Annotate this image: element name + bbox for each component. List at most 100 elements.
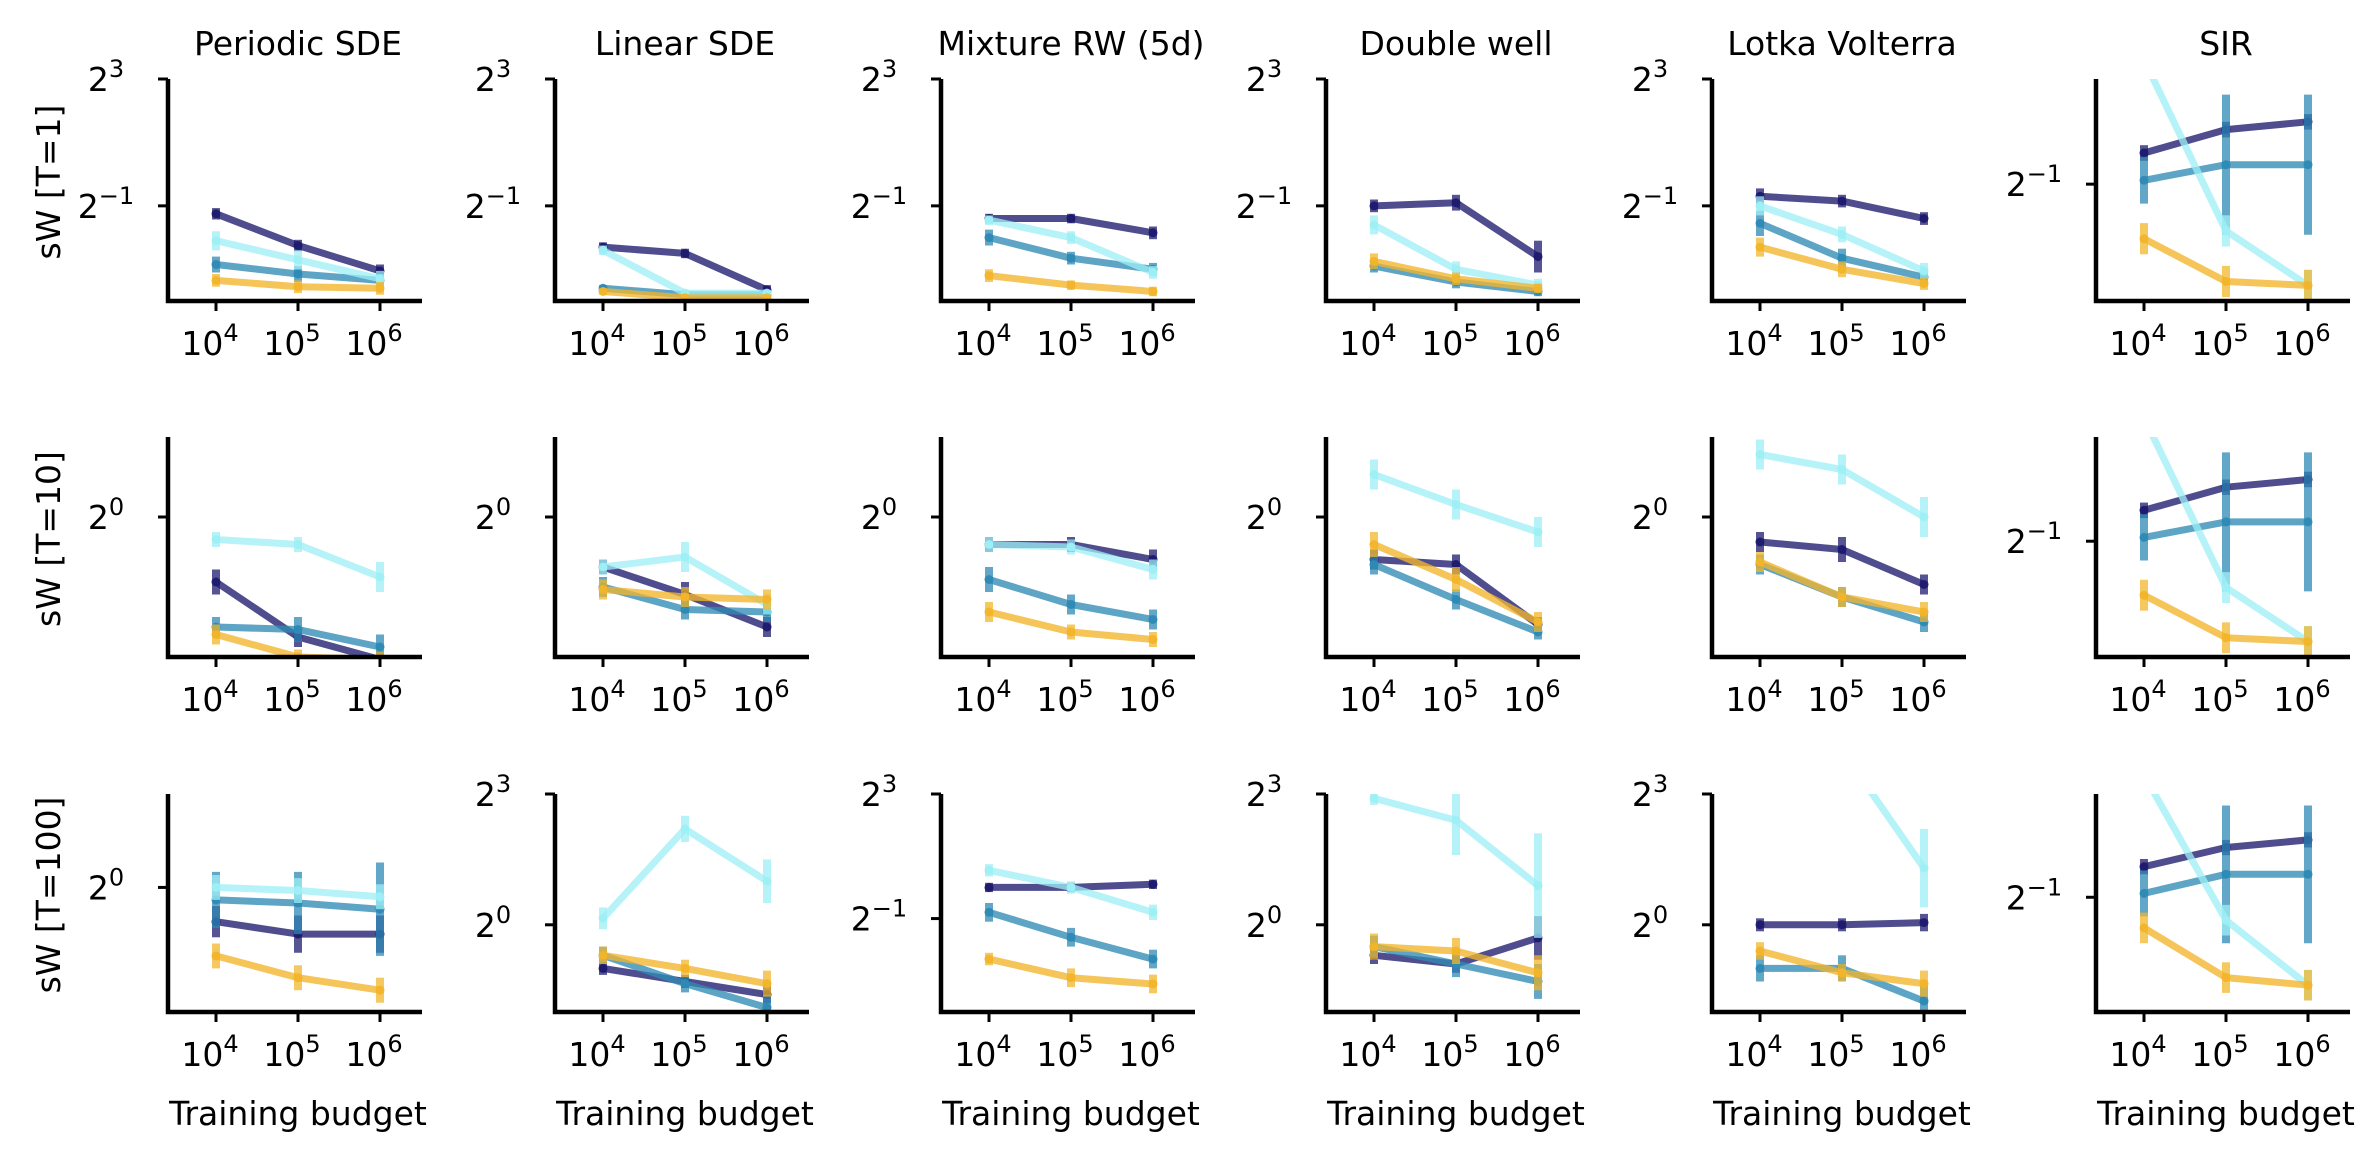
axes-spine — [552, 437, 809, 660]
row-label: sW [T=100] — [29, 797, 68, 994]
data-point — [598, 585, 608, 594]
series-group — [211, 862, 385, 1003]
panel-title: Double well — [1359, 24, 1552, 63]
panel-r2-c3: 104 105 106 23 20 Training budget — [1246, 770, 1585, 1133]
data-point — [2140, 55, 2149, 64]
data-point — [1369, 201, 1379, 211]
data-point — [1919, 863, 1929, 873]
y-tick-label: 20 — [1632, 493, 1668, 537]
axes-spine — [938, 794, 1195, 1015]
y-tick-label: 20 — [1246, 493, 1282, 537]
data-point — [293, 625, 303, 634]
data-point — [1066, 973, 1076, 983]
series-group — [2139, 55, 2313, 301]
data-point — [1837, 920, 1847, 930]
axes-spine — [1709, 437, 1966, 660]
data-point — [1755, 201, 1765, 211]
x-tick-label: 106 — [1889, 319, 1946, 363]
data-point — [211, 630, 221, 639]
data-point — [2303, 517, 2313, 527]
data-point — [1066, 932, 1076, 942]
y-tick-label: 2−1 — [78, 182, 134, 226]
data-point — [211, 577, 221, 587]
data-point — [1148, 268, 1158, 277]
axes-spine — [1323, 794, 1580, 1015]
data-point — [1837, 253, 1847, 263]
axes-spine — [1709, 794, 1966, 1015]
panel-r0-c1: Linear SDE 104 105 106 23 2−1 — [465, 24, 809, 363]
series-group — [1755, 188, 1929, 290]
data-point — [375, 985, 385, 995]
data-point — [1451, 595, 1461, 604]
y-tick-label: 23 — [1632, 55, 1668, 99]
data-point — [211, 260, 221, 269]
x-tick-label: 106 — [1118, 319, 1175, 363]
series-group — [1755, 737, 1929, 1012]
x-tick-label: 106 — [1503, 319, 1560, 363]
data-point — [1369, 794, 1379, 803]
y-tick-label: 23 — [861, 55, 897, 99]
data-point — [211, 535, 221, 544]
x-axis-label: Training budget — [168, 1094, 427, 1133]
axes-spine — [2093, 437, 2350, 660]
data-point — [375, 283, 385, 293]
data-point — [293, 540, 303, 549]
y-tick-label: 23 — [475, 55, 511, 99]
series-group — [598, 815, 772, 1012]
panel-r2-c1: 104 105 106 23 20 Training budget — [475, 770, 814, 1133]
data-point — [984, 607, 994, 617]
x-tick-label: 106 — [2273, 1030, 2330, 1074]
y-tick-label: 20 — [475, 901, 511, 945]
data-point — [293, 282, 303, 292]
data-point — [680, 824, 690, 834]
data-point — [1148, 565, 1158, 574]
x-tick-label: 105 — [1421, 319, 1478, 363]
x-axis-label: Training budget — [2096, 1094, 2355, 1133]
data-point — [1755, 242, 1765, 252]
data-point — [375, 892, 385, 902]
row-label: sW [T=10] — [29, 451, 68, 627]
axes-spine — [552, 79, 809, 304]
x-tick-label: 105 — [650, 675, 707, 719]
data-point — [984, 575, 994, 584]
y-tick-label: 2−1 — [2006, 160, 2062, 204]
x-tick-label: 105 — [1421, 1030, 1478, 1074]
data-point — [984, 215, 994, 225]
data-point — [1919, 979, 1929, 989]
data-point — [2221, 517, 2231, 527]
data-point — [2303, 637, 2313, 647]
y-tick-label: 20 — [475, 493, 511, 537]
series-group — [984, 537, 1158, 647]
x-tick-label: 104 — [568, 1030, 625, 1074]
x-tick-label: 106 — [1118, 1030, 1175, 1074]
data-point — [762, 979, 772, 989]
data-point — [680, 963, 690, 973]
data-point — [2221, 869, 2231, 879]
x-axis-label: Training budget — [1326, 1094, 1585, 1133]
data-point — [2221, 277, 2231, 286]
data-point — [1756, 737, 1765, 746]
panel-r1-c3: 104 105 106 20 — [1246, 437, 1580, 719]
series-line-2 — [1868, 794, 1928, 872]
data-point — [2140, 413, 2149, 422]
data-point — [1755, 557, 1765, 567]
panel-r2-c4: 104 105 106 23 20 Training budget — [1632, 737, 1971, 1133]
panel-title: Mixture RW (5d) — [937, 24, 1204, 63]
data-point — [1451, 815, 1461, 825]
x-tick-label: 105 — [1807, 319, 1864, 363]
x-tick-label: 104 — [1339, 319, 1396, 363]
data-point — [1148, 979, 1158, 989]
panel-r1-c0: 104 105 106 20 sW [T=10] — [29, 437, 422, 719]
series-group — [211, 208, 385, 295]
data-point — [1919, 512, 1929, 522]
y-tick-label: 2−1 — [2006, 873, 2062, 917]
data-point — [1451, 560, 1461, 569]
y-tick-label: 23 — [1632, 770, 1668, 814]
data-point — [2139, 148, 2149, 158]
data-point — [2139, 175, 2149, 185]
x-tick-label: 106 — [1118, 675, 1175, 719]
axes-spine — [165, 794, 422, 1015]
data-point — [1369, 942, 1379, 952]
x-tick-label: 104 — [2109, 675, 2166, 719]
